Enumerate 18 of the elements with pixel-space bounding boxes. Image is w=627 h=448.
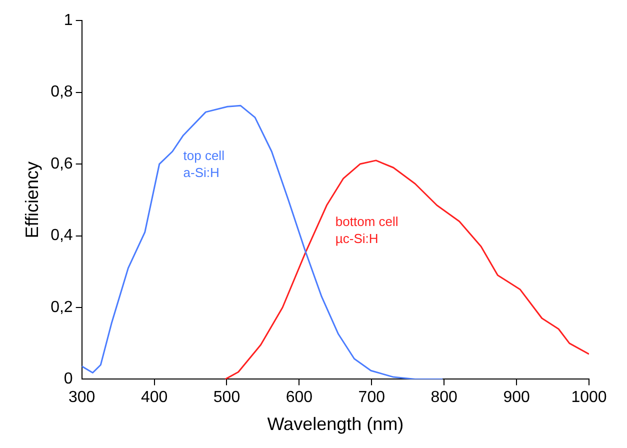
- x-tick-label: 900: [503, 389, 530, 406]
- series-label: top cell a-Si:H: [183, 148, 225, 180]
- x-tick-label: 300: [68, 389, 96, 406]
- y-tick-label: 1: [64, 12, 73, 30]
- y-tick-label: 0,2: [50, 298, 73, 316]
- x-tick-label: 700: [358, 389, 386, 406]
- y-tick-label: 0: [64, 370, 73, 388]
- x-tick-label: 800: [430, 389, 458, 406]
- x-tick-label: 400: [140, 389, 168, 406]
- x-tick-label: 1000: [571, 389, 607, 406]
- x-tick-label: 500: [213, 389, 240, 406]
- series-label: bottom cell µc-Si:H: [335, 214, 398, 246]
- y-tick-label: 0,6: [50, 155, 73, 172]
- y-axis-title: Efficiency: [22, 162, 42, 238]
- y-tick-label: 0,8: [50, 84, 73, 101]
- y-tick-label: 0,4: [50, 227, 73, 244]
- x-axis-title: Wavelength (nm): [267, 414, 404, 434]
- x-tick-label: 600: [286, 389, 313, 406]
